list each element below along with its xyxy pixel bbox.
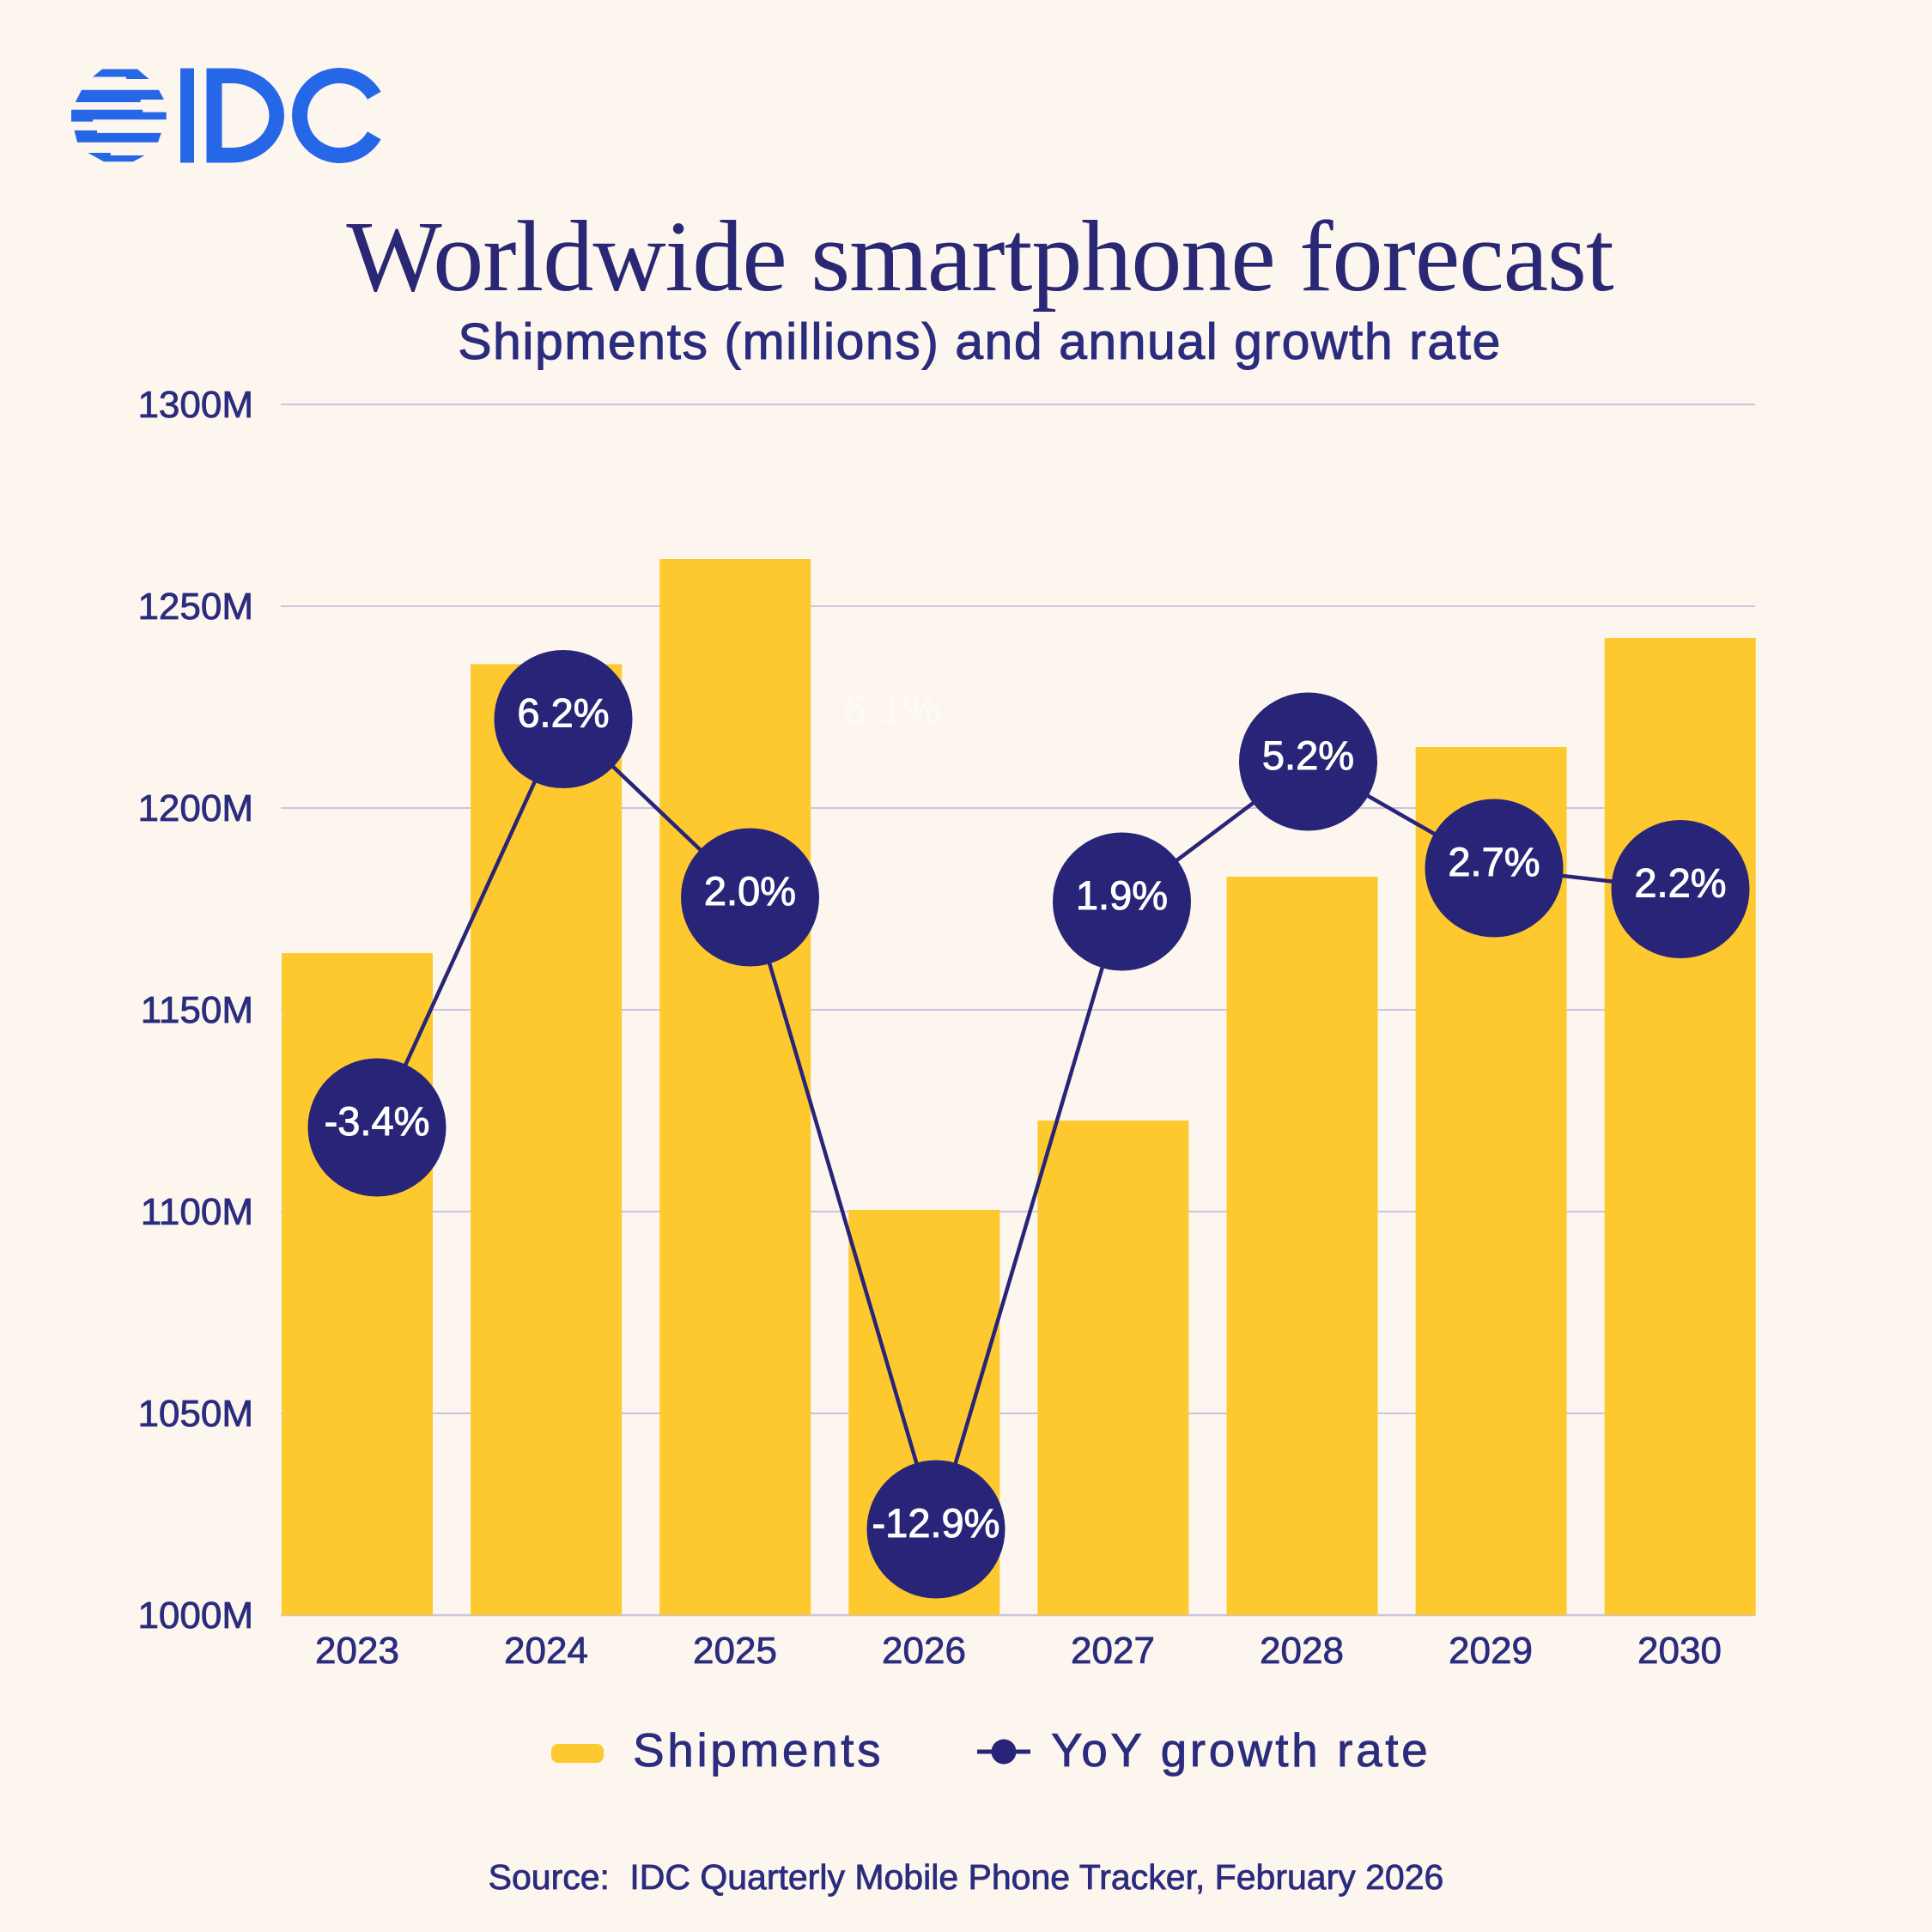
svg-text:1.9%: 1.9% [1076,872,1168,918]
svg-text:Worldwide smartphone forecast: Worldwide smartphone forecast [346,200,1614,313]
svg-text:2029: 2029 [1449,1630,1533,1672]
svg-text:1150M: 1150M [141,989,253,1031]
svg-text:Shipments (millions) and annua: Shipments (millions) and annual growth r… [458,313,1502,370]
svg-text:Source: IDC Quarterly Mobile P: Source: IDC Quarterly Mobile Phone Track… [489,1857,1444,1897]
svg-text:2023: 2023 [315,1630,399,1672]
svg-text:YoY growth rate: YoY growth rate [1051,1723,1431,1777]
svg-text:-3.4%: -3.4% [325,1098,430,1144]
svg-text:1200M: 1200M [137,787,253,829]
svg-text:2.0%: 2.0% [704,868,796,914]
svg-text:2026: 2026 [882,1630,966,1672]
svg-text:2027: 2027 [1071,1630,1155,1672]
svg-text:2.2%: 2.2% [1634,860,1726,906]
svg-text:5.2%: 5.2% [1262,732,1354,778]
svg-text:1050M: 1050M [137,1393,253,1435]
svg-text:2030: 2030 [1637,1630,1722,1672]
svg-text:2025: 2025 [693,1630,777,1672]
svg-text:1250M: 1250M [137,586,253,628]
svg-text:1300M: 1300M [137,384,253,426]
svg-text:-12.9%: -12.9% [872,1500,1000,1546]
svg-text:2028: 2028 [1260,1630,1344,1672]
svg-text:Shipments: Shipments [633,1723,884,1777]
svg-text:2024: 2024 [504,1630,588,1672]
svg-text:6.2%: 6.2% [517,690,609,736]
svg-text:1100M: 1100M [141,1191,253,1233]
svg-text:1000M: 1000M [137,1595,253,1637]
svg-text:6.1%: 6.1% [843,685,941,733]
svg-text:2.7%: 2.7% [1448,839,1540,884]
